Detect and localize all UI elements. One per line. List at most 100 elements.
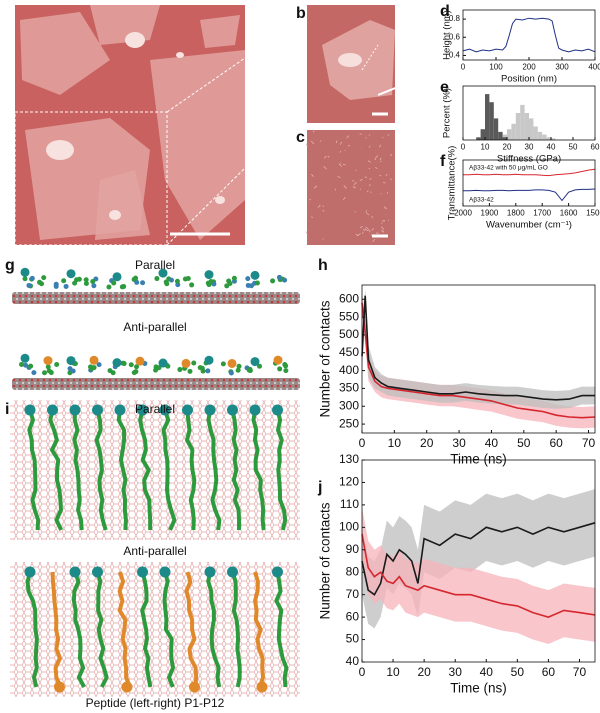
texture [374, 158, 376, 161]
terminus [204, 270, 214, 280]
peptide-chain [206, 409, 222, 531]
y-axis-label: Number of contacts [318, 502, 333, 619]
peptide-atom [276, 274, 282, 280]
peptide-atom [23, 362, 29, 368]
peptide-atom [91, 365, 97, 371]
panel-label: g [5, 257, 15, 274]
y-tick-label: 50 [346, 632, 360, 646]
terminus [92, 404, 103, 416]
peptide-atom [231, 275, 237, 281]
y-tick-label: 250 [339, 416, 359, 430]
terminus [20, 353, 30, 363]
panel-label: b [296, 5, 306, 22]
x-tick-label: 70 [582, 436, 596, 450]
peptide-atom [277, 366, 283, 372]
texture [369, 177, 372, 180]
x-tick-label: 400 [588, 63, 600, 72]
terminus [24, 404, 36, 416]
x-tick-label: 300 [555, 63, 569, 72]
panel-label: a [5, 5, 14, 22]
hist-bar [537, 131, 543, 140]
chart: Aβ33-42 with 50 μg/mL GO Aβ33-42 2000 1900 1… [447, 146, 600, 231]
panel-label: d [440, 3, 450, 20]
x-tick-label: 10 [481, 143, 490, 152]
terminus [89, 355, 99, 365]
line [463, 168, 596, 177]
terminus [256, 681, 268, 693]
x-tick-label: 0 [461, 143, 466, 152]
hist-bar [511, 123, 516, 140]
peptide-atom [134, 364, 140, 370]
texture [383, 181, 386, 184]
peptide-atom [76, 276, 82, 282]
x-tick-label: 20 [503, 143, 512, 152]
y-axis-label: Transmittance(%) [447, 146, 458, 221]
texture [346, 135, 350, 139]
peptide-chain [274, 571, 289, 688]
modulus-image [307, 130, 395, 245]
zoom-line [166, 167, 246, 246]
peptide-atom [46, 368, 52, 374]
peptide-atom [120, 360, 126, 366]
y-tick-label: 600 [339, 291, 359, 305]
texture [353, 186, 356, 189]
y-tick-label: 120 [339, 475, 359, 489]
texture [319, 140, 322, 142]
texture [362, 228, 366, 232]
texture [337, 175, 341, 179]
texture [365, 210, 367, 213]
x-axis-label: Position (nm) [501, 74, 557, 85]
peptide-atom [282, 277, 288, 283]
chart: 0 10 20 30 40 50 60 70 40 50 60 70 80 90 100 110 120 130 T… [318, 452, 596, 696]
terminus [227, 566, 238, 578]
y-tick-label: 0.8 [449, 14, 461, 23]
peptide-atom [131, 370, 137, 376]
terminus [272, 566, 283, 578]
peptide-atom [177, 367, 183, 373]
texture [380, 193, 382, 195]
y-tick-label: 90 [346, 542, 360, 556]
peptide-chain [25, 571, 39, 688]
peptide-atom [187, 368, 193, 374]
texture [381, 229, 384, 233]
peptide-atom [111, 280, 117, 286]
x-tick-label: 1600 [560, 209, 578, 218]
texture [317, 204, 321, 208]
terminus [182, 404, 193, 416]
x-tick-label: 0 [359, 665, 366, 679]
terminus [112, 358, 122, 368]
y-tick-label: 300 [339, 398, 359, 412]
texture [379, 157, 382, 161]
texture [323, 166, 327, 170]
y-axis-label: Height (nm) [442, 10, 453, 60]
caption: Peptide (left-right) P1-P12 [86, 696, 225, 710]
terminus [227, 404, 238, 416]
flake [20, 12, 110, 95]
x-tick-label: 40 [485, 436, 499, 450]
peptide-chain [275, 409, 288, 531]
peptide-atom [45, 364, 51, 370]
peptide-atom [128, 362, 134, 368]
texture [370, 191, 372, 193]
texture [384, 206, 387, 210]
hist-bar [520, 104, 525, 140]
x-tick-label: 20 [417, 665, 431, 679]
texture [366, 190, 369, 193]
texture [387, 134, 390, 136]
peptide-chain [27, 409, 41, 531]
peptide-atom [22, 276, 28, 282]
pointer-line [377, 69, 441, 96]
panel-label: i [5, 401, 9, 418]
terminus [47, 404, 58, 416]
peptide-chain [230, 571, 242, 688]
chart: 0 10 20 30 40 50 60 70 250 300 350 400 450 500 550 600 T… [318, 284, 596, 467]
caption: Anti-parallel [123, 544, 186, 558]
texture [386, 192, 389, 195]
panel-label: f [440, 153, 446, 170]
graphene-sheet [10, 562, 300, 697]
texture [367, 160, 372, 163]
caption: Parallel [135, 258, 175, 272]
x-tick-label: 200 [522, 63, 536, 72]
plot-frame [462, 9, 596, 61]
x-tick-label: 60 [542, 665, 556, 679]
